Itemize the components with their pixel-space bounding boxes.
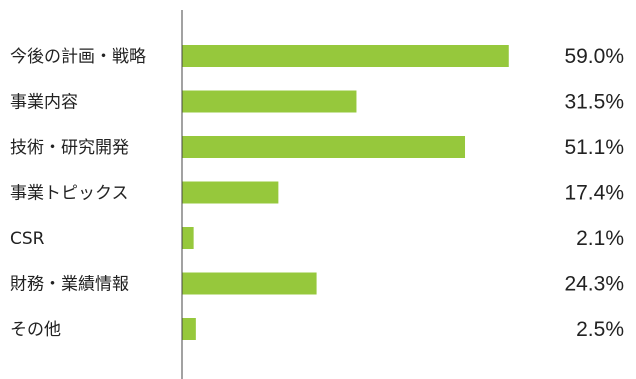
value-label: 2.1% — [576, 227, 624, 250]
bars — [182, 45, 509, 340]
value-label: 2.5% — [576, 318, 624, 341]
category-label: その他 — [10, 320, 61, 340]
value-label: 24.3% — [564, 273, 624, 296]
category-label: 事業トピックス — [10, 184, 129, 204]
value-label: 51.1% — [564, 136, 624, 159]
bar — [182, 227, 194, 249]
category-label: 技術・研究開発 — [10, 138, 129, 158]
value-label: 59.0% — [564, 45, 624, 68]
bar — [182, 136, 466, 158]
bar — [182, 181, 279, 204]
category-label: 財務・業績情報 — [10, 275, 129, 295]
category-label: CSR — [10, 229, 45, 249]
value-label: 31.5% — [564, 91, 624, 114]
bar — [182, 318, 196, 340]
bar — [182, 45, 509, 67]
bar — [182, 272, 317, 295]
bar — [182, 90, 357, 113]
value-label: 17.4% — [564, 182, 624, 205]
category-label: 今後の計画・戦略 — [10, 47, 146, 67]
category-label: 事業内容 — [10, 93, 78, 113]
value-labels: 59.0% 31.5% 51.1% 17.4% 2.1% 24.3% 2.5% — [564, 45, 624, 341]
